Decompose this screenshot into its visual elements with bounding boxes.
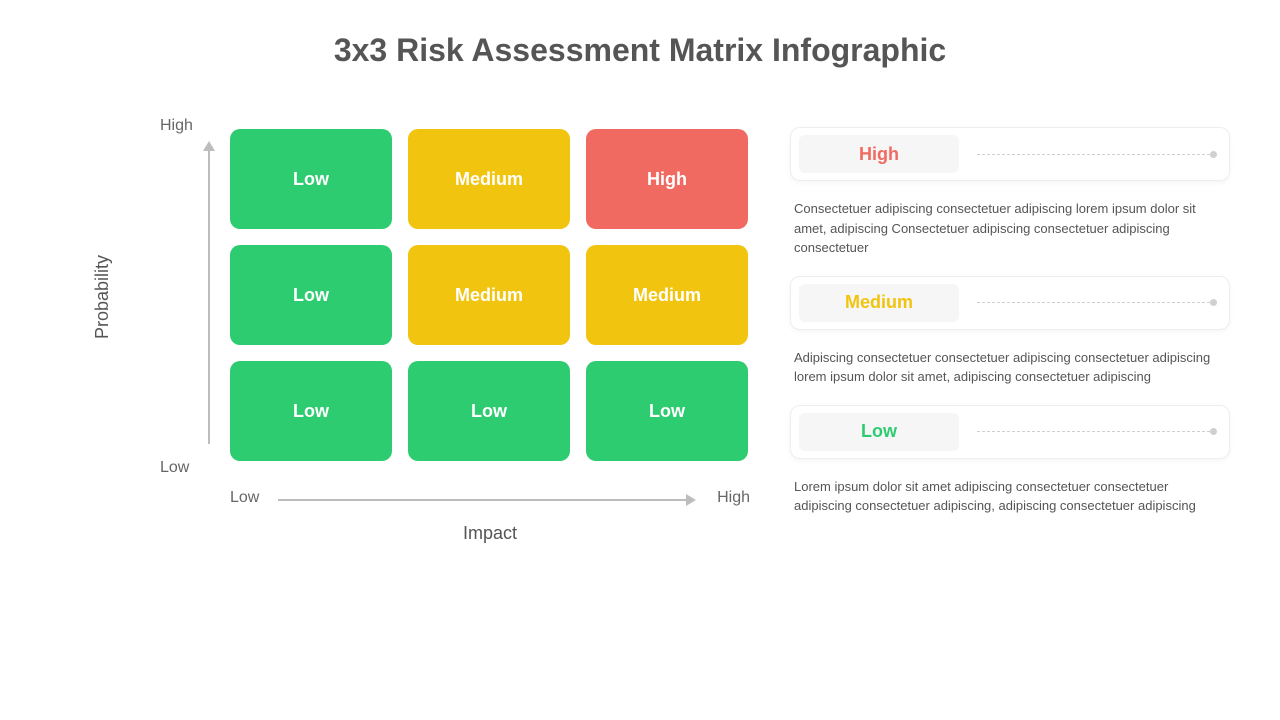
legend-badge: High [799, 135, 959, 173]
x-axis-title: Impact [230, 523, 750, 544]
matrix-cell: Low [408, 361, 570, 461]
matrix-cell: Medium [586, 245, 748, 345]
y-axis-low-label: Low [160, 459, 189, 477]
matrix-cell: Low [230, 361, 392, 461]
risk-matrix: Probability High Low Low Medium High Low… [60, 139, 720, 516]
y-axis-title: Probability [92, 255, 113, 339]
matrix-cell: High [586, 129, 748, 229]
legend-badge: Low [799, 413, 959, 451]
legend-card-low: Low [790, 405, 1230, 459]
legend-card-medium: Medium [790, 276, 1230, 330]
matrix-cell: Low [230, 245, 392, 345]
y-axis-high-label: High [160, 117, 193, 135]
x-axis-high-label: High [717, 489, 750, 507]
matrix-grid: Low Medium High Low Medium Medium Low Lo… [230, 129, 748, 461]
legend-desc: Lorem ipsum dolor sit amet adipiscing co… [790, 477, 1230, 516]
legend-column: High Consectetuer adipiscing consectetue… [790, 127, 1230, 516]
legend-desc: Adipiscing consectetuer consectetuer adi… [790, 348, 1230, 387]
x-axis-arrow-icon [278, 499, 688, 501]
legend-card-high: High [790, 127, 1230, 181]
matrix-cell: Medium [408, 245, 570, 345]
legend-line-icon [977, 154, 1215, 155]
content-row: Probability High Low Low Medium High Low… [0, 139, 1280, 516]
matrix-cell: Low [586, 361, 748, 461]
legend-line-icon [977, 431, 1215, 432]
page-title: 3x3 Risk Assessment Matrix Infographic [0, 0, 1280, 69]
legend-badge: Medium [799, 284, 959, 322]
legend-line-icon [977, 302, 1215, 303]
legend-desc: Consectetuer adipiscing consectetuer adi… [790, 199, 1230, 258]
matrix-cell: Medium [408, 129, 570, 229]
matrix-cell: Low [230, 129, 392, 229]
y-axis-arrow-icon [208, 149, 210, 444]
x-axis-low-label: Low [230, 489, 259, 507]
